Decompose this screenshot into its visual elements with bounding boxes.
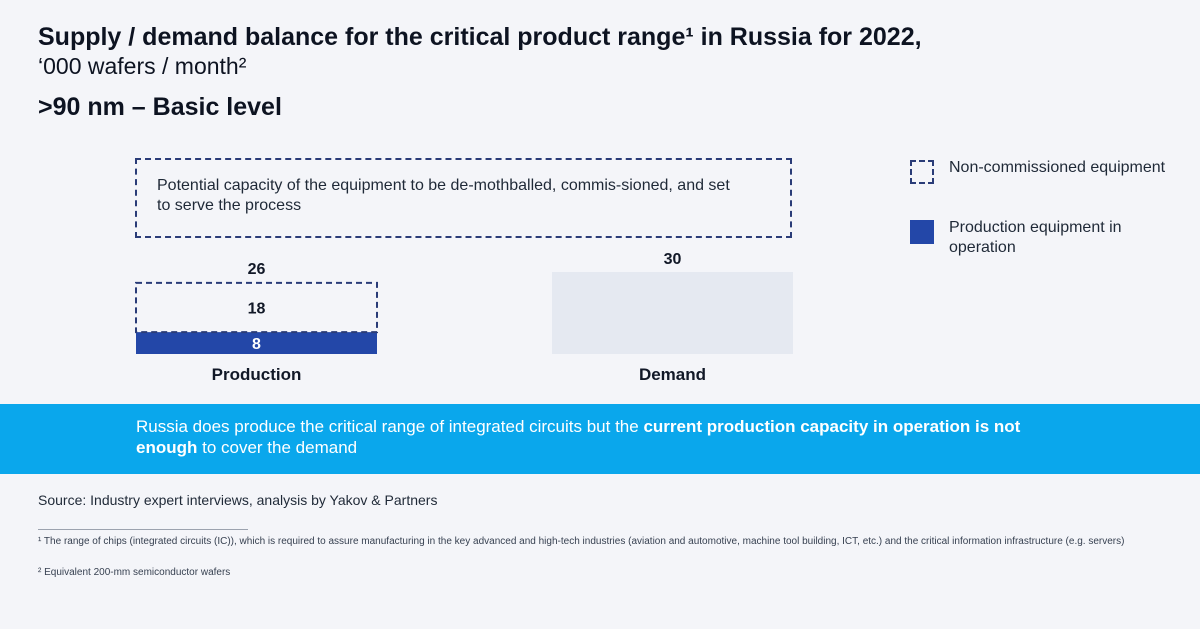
potential-capacity-note: Potential capacity of the equipment to b… [157,177,730,214]
bar-chart: 8 18 26 30 Production Demand [135,251,793,384]
source-note: Source: Industry expert interviews, anal… [38,492,438,508]
banner-text-part2: to cover the demand [197,438,358,457]
banner-text-part1: Russia does produce the critical range o… [136,417,644,436]
footnote-divider [38,529,248,530]
footnote-1: ¹ The range of chips (integrated circuit… [38,536,1125,547]
banner-text: Russia does produce the critical range o… [136,416,1056,458]
potential-capacity-box: Potential capacity of the equipment to b… [135,158,792,238]
category-label-production: Production [212,365,302,384]
legend-swatch-solid [910,220,934,244]
footnote-2: ² Equivalent 200-mm semiconductor wafers [38,567,231,578]
bar-label-in-operation: 8 [252,336,261,353]
chart-subtitle: ‘000 wafers / month² [38,53,247,79]
chart-title: Supply / demand balance for the critical… [38,23,922,51]
conclusion-banner: Russia does produce the critical range o… [0,404,1200,474]
legend-label-non-commissioned: Non-commissioned equipment [949,159,1166,176]
category-label-demand: Demand [639,365,706,384]
bar-total-demand: 30 [664,251,682,268]
bar-demand [552,272,793,354]
bar-total-production: 26 [248,261,266,278]
bar-label-non-commissioned: 18 [248,301,266,318]
node-level-heading: >90 nm – Basic level [38,93,282,121]
bar-production-non-commissioned [135,281,378,334]
legend-swatch-dashed [910,160,934,184]
legend-label-in-operation: Production equipment in operation [949,219,1122,256]
bar-production-in-operation [136,332,377,354]
banner-text-bold: current production capacity in operation… [136,417,1021,457]
